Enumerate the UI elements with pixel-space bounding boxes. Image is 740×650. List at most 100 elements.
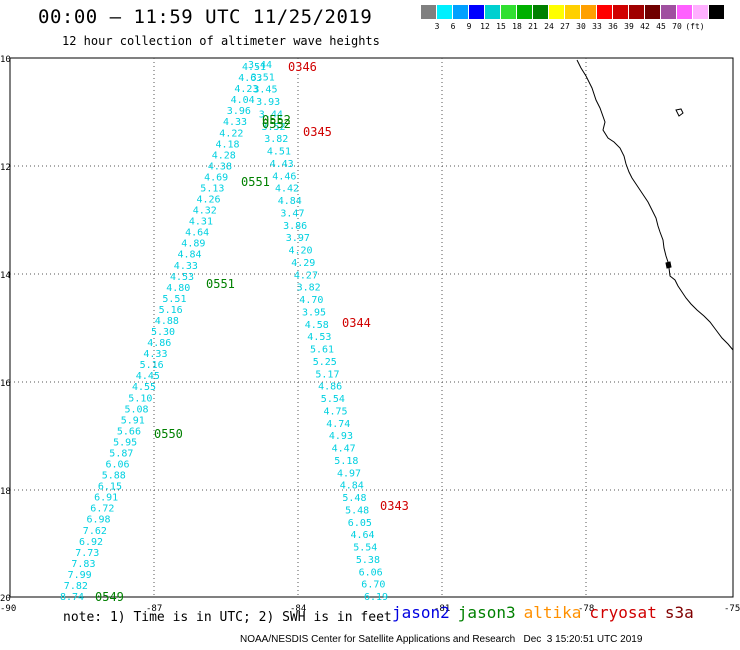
wave-height-label: 4.32 [193,206,217,217]
legend-swatch [693,5,708,19]
wave-height-label: 5.54 [321,394,345,405]
wave-height-label: 6.70 [361,580,385,591]
wave-height-label: 5.48 [342,493,366,504]
footer-credit: NOAA/NESDIS Center for Satellite Applica… [240,634,643,645]
legend-unit: (ft) [685,22,705,31]
wave-height-label: 4.20 [289,246,313,257]
wave-height-label: 4.75 [324,406,348,417]
wave-height-label: 6.15 [98,482,122,493]
wave-height-label: 4.33 [174,261,198,272]
legend-swatch [437,5,452,19]
satellite-name: s3a [664,603,694,622]
satellite-legend: jason2 jason3 altika cryosat s3a [392,603,702,622]
wave-height-label: 5.51 [162,294,186,305]
satellite-name: jason2 [392,603,450,622]
wave-height-label: 4.84 [178,250,202,261]
wave-height-label: 4.22 [219,128,243,139]
wave-height-label: 6.72 [90,504,114,515]
pass-time-label: 0343 [380,499,409,513]
wave-height-label: 6.06 [106,460,130,471]
wave-height-label: 5.66 [117,426,141,437]
pass-time-label: 0344 [342,316,371,330]
legend-swatch [485,5,500,19]
track-a: 3.443.513.453.933.443.523.824.514.434.46… [248,60,388,603]
legend-swatch [565,5,580,19]
lat-tick-label: 16 [0,379,11,389]
wave-height-label: 4.88 [155,316,179,327]
wave-height-label: 7.99 [68,570,92,581]
wave-height-label: 7.82 [64,581,88,592]
legend-swatch [645,5,660,19]
wave-height-label: 5.91 [121,415,145,426]
wave-height-label: 5.10 [128,393,152,404]
legend-label: 39 [624,22,634,31]
wave-height-label: 5.87 [109,449,133,460]
legend-swatch [453,5,468,19]
footer-note: note: 1) Time is in UTC; 2) SWH is in fe… [63,610,392,625]
legend-label: 3 [434,22,440,31]
coastline [576,59,734,351]
satellite-name: jason3 [457,603,516,622]
lon-tick-label: -81 [434,604,450,614]
page-title: 00:00 – 11:59 UTC 11/25/2019 [38,6,373,28]
legend-label: 27 [560,22,570,31]
legend-swatch [501,5,516,19]
track-b: 4.514.634.234.043.964.334.224.184.284.38… [60,62,266,603]
lon-tick-label: -90 [0,604,16,614]
pass-time-label: 0551 [241,175,270,189]
wave-height-label: 4.33 [143,349,167,360]
wave-height-label: 4.43 [270,159,294,170]
wave-height-label: 3.51 [251,72,275,83]
wave-height-label: 4.27 [294,270,318,281]
wave-height-label: 3.95 [302,307,326,318]
lat-tick-label: 10 [0,55,11,65]
wave-height-label: 4.29 [291,258,315,269]
legend-swatch [629,5,644,19]
legend-label: 42 [640,22,650,31]
wave-height-label: 4.64 [185,228,209,239]
wave-height-label: 3.82 [297,283,321,294]
wave-height-label: 5.54 [353,543,377,554]
lon-tick-label: -87 [146,604,162,614]
wave-height-label: 3.82 [264,134,288,145]
wave-height-label: 6.91 [94,493,118,504]
wave-height-label: 4.31 [189,217,213,228]
wave-height-label: 5.48 [345,505,369,516]
lat-tick-label: 18 [0,487,11,497]
wave-height-label: 5.13 [200,184,224,195]
wave-height-label: 5.18 [334,456,358,467]
satellite-name: altika [523,603,582,622]
wave-height-label: 3.86 [283,221,307,232]
legend-swatch [677,5,692,19]
legend-swatch [517,5,532,19]
wave-height-label: 4.84 [340,481,364,492]
island [675,108,684,117]
wave-height-label: 6.98 [87,515,111,526]
wave-height-label: 6.92 [79,537,103,548]
legend-swatch [549,5,564,19]
wave-height-label: 4.58 [305,320,329,331]
wave-height-label: 5.95 [113,437,137,448]
wave-height-label: 5.30 [151,327,175,338]
wave-height-label: 4.63 [238,73,262,84]
wave-height-label: 6.19 [364,592,388,603]
legend-swatch [469,5,484,19]
wave-height-label: 5.16 [159,305,183,316]
wave-height-label: 4.53 [307,332,331,343]
wave-height-label: 7.83 [71,559,95,570]
legend-label: 45 [656,22,666,31]
wave-height-label: 4.51 [242,62,266,73]
wave-height-label: 5.38 [356,555,380,566]
legend-label: 9 [466,22,472,31]
legend-label: 18 [512,22,522,31]
wave-height-label: 3.97 [286,233,310,244]
wave-height-label: 4.51 [267,147,291,158]
lon-tick-label: -78 [578,604,594,614]
legend-label: 12 [480,22,490,31]
axis-ticks: -90 -87 -84 -81 -78 -75 10 12 14 16 18 20 [0,55,740,614]
wave-height-label: 4.46 [272,171,296,182]
wave-height-label: 7.62 [83,526,107,537]
wave-height-label: 4.45 [136,371,160,382]
